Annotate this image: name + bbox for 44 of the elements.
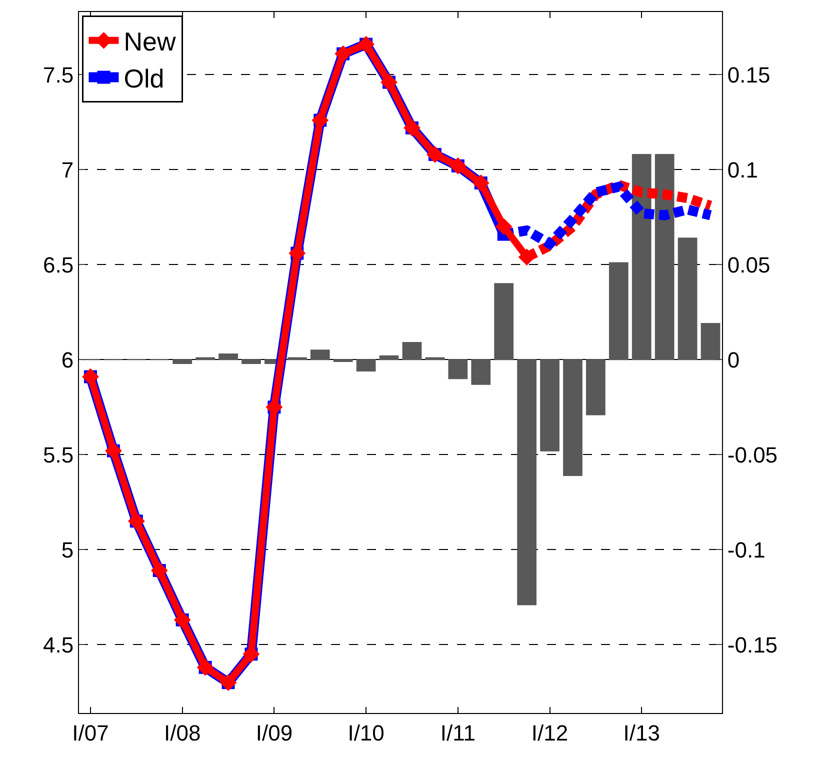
bar (448, 359, 468, 380)
point (518, 248, 536, 266)
bar (678, 238, 698, 360)
x-tick-label: I/07 (72, 720, 109, 746)
bar (700, 323, 720, 360)
x-tick-label: I/08 (164, 720, 201, 746)
y-tick-label: 5 (61, 537, 74, 562)
legend-label: New (124, 26, 176, 57)
bar (608, 262, 628, 360)
point (495, 218, 512, 236)
bar (494, 283, 514, 360)
y-tick-label: 7 (61, 157, 74, 182)
bar (471, 359, 491, 385)
y-tick-label: 7.5 (43, 62, 74, 88)
y2-tick-label: 0.15 (727, 62, 770, 88)
x-tick-label: I/10 (348, 720, 384, 746)
y2-tick-label: -0.15 (727, 632, 778, 658)
x-tick-label: I/09 (256, 720, 293, 746)
y-tick-label: 6.5 (43, 252, 74, 278)
y-tick-label: 4.5 (43, 632, 74, 658)
bar (402, 342, 422, 360)
x-tick-label: I/12 (531, 720, 568, 746)
x-tick-label: I/11 (440, 720, 476, 746)
bar (218, 353, 238, 360)
y2-tick-label: 0 (727, 347, 740, 372)
bar (310, 350, 330, 360)
y2-tick-label: -0.1 (727, 537, 766, 562)
bar (586, 359, 606, 416)
bar (563, 359, 582, 476)
legend-label: Old (124, 63, 164, 94)
bar (172, 359, 192, 364)
bar (356, 359, 376, 372)
y2-tick-label: 0.1 (727, 157, 758, 182)
bar (379, 355, 399, 360)
y-tick-label: 5.5 (43, 442, 74, 468)
bar (517, 359, 536, 606)
y2-tick-label: 0.05 (727, 252, 770, 278)
bar (242, 359, 261, 364)
bar (540, 359, 560, 452)
x-tick-label: I/13 (623, 720, 660, 746)
bar (632, 154, 652, 360)
bar (654, 154, 674, 360)
y-tick-label: 6 (61, 347, 74, 372)
y2-tick-label: -0.05 (727, 442, 778, 468)
